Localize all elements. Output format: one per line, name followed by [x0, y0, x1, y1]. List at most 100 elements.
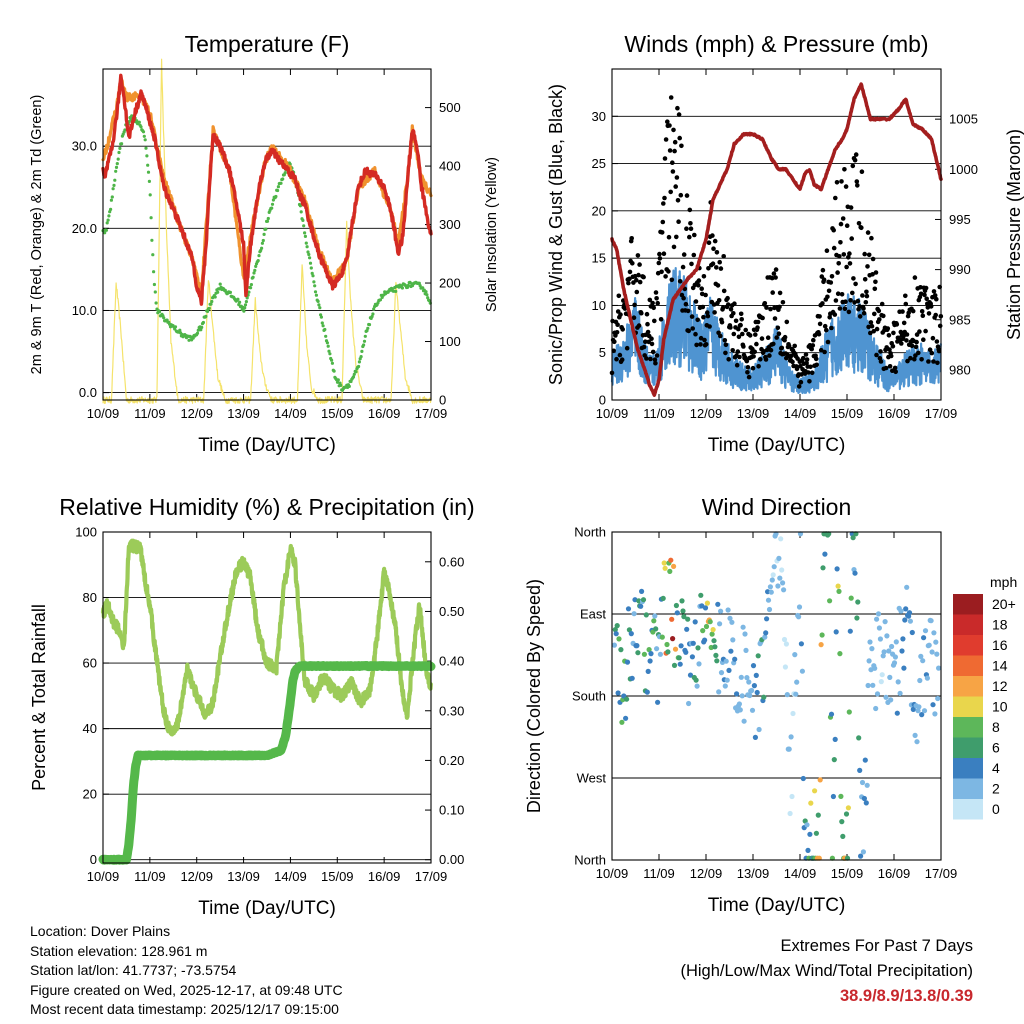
gust-point	[933, 312, 938, 318]
direction-point	[834, 566, 840, 572]
gust-point	[908, 355, 913, 361]
gust-point	[649, 341, 655, 347]
gust-point	[879, 301, 885, 307]
gust-point	[743, 327, 748, 333]
direction-point	[857, 767, 863, 774]
direction-point	[681, 614, 687, 620]
gust-point	[637, 279, 643, 285]
gust-point	[777, 304, 782, 310]
gust-point	[804, 357, 810, 362]
solar-insolation-line	[102, 58, 432, 405]
gust-point	[892, 365, 898, 371]
direction-point	[860, 849, 867, 855]
gust-point	[703, 342, 709, 347]
direction-point	[654, 646, 660, 652]
gust-point	[768, 306, 773, 312]
direction-point	[762, 634, 768, 640]
gust-point	[663, 137, 669, 142]
gust-point	[833, 298, 839, 303]
dewpoint-point	[213, 295, 217, 299]
y-tick-label: 5	[599, 345, 606, 360]
gust-point	[876, 308, 882, 314]
y-tick-label: East	[580, 607, 606, 622]
gust-point	[681, 252, 687, 257]
gust-point	[913, 344, 919, 350]
direction-point	[901, 665, 907, 671]
dewpoint-point	[308, 256, 312, 260]
gust-point	[718, 266, 724, 271]
direction-point	[746, 679, 752, 685]
dewpoint-point	[359, 355, 363, 359]
direction-point	[680, 608, 686, 614]
gust-point	[868, 320, 874, 325]
dewpoint-point	[319, 315, 323, 319]
direction-point	[716, 689, 722, 695]
gust-point	[923, 328, 928, 334]
direction-point	[839, 819, 845, 825]
dewpoint-point	[302, 224, 306, 228]
gust-point	[683, 301, 689, 307]
direction-point	[693, 677, 699, 683]
precipitation-line	[98, 661, 436, 865]
gust-point	[667, 148, 673, 153]
relative-humidity-line	[100, 538, 433, 737]
direction-point	[813, 830, 820, 836]
dewpoint-point	[142, 134, 146, 138]
gust-point	[663, 274, 668, 279]
dewpoint-point	[144, 146, 148, 150]
gust-point	[878, 349, 883, 354]
gust-point	[869, 323, 875, 329]
direction-point	[612, 627, 618, 633]
gust-point	[741, 344, 746, 349]
dewpoint-point	[195, 331, 200, 335]
direction-point	[752, 734, 759, 741]
y-tick-label: 80	[83, 590, 97, 605]
dewpoint-point	[103, 231, 107, 235]
direction-point	[710, 627, 716, 633]
x-axis-label: Time (Day/UTC)	[198, 435, 336, 456]
dewpoint-point	[116, 157, 120, 161]
gust-point	[870, 272, 875, 277]
dewpoint-point	[110, 195, 114, 199]
direction-point	[734, 691, 740, 697]
gust-point	[652, 318, 657, 324]
gust-point	[929, 350, 935, 356]
gust-point	[699, 286, 704, 292]
direction-point	[768, 589, 774, 595]
direction-point	[914, 739, 920, 745]
direction-point	[796, 614, 802, 620]
direction-point	[817, 777, 823, 783]
direction-point	[767, 584, 774, 590]
x-tick-label: 13/09	[737, 866, 770, 881]
gust-point	[696, 283, 701, 288]
gust-point	[821, 277, 827, 283]
gust-point	[893, 369, 898, 375]
y2-tick-label: 0.00	[439, 852, 464, 867]
direction-point	[790, 710, 796, 717]
gust-point	[731, 311, 736, 316]
direction-point	[761, 694, 767, 700]
dewpoint-point	[152, 282, 156, 287]
dewpoint-point	[370, 314, 374, 319]
gust-point	[755, 319, 761, 325]
gust-point	[649, 336, 654, 342]
gust-point	[865, 230, 871, 235]
direction-point	[766, 606, 773, 613]
dewpoint-point	[426, 296, 430, 300]
gust-point	[820, 301, 825, 306]
direction-point	[647, 658, 653, 664]
gust-point	[873, 279, 878, 285]
gust-point	[759, 336, 765, 341]
gust-point	[717, 259, 722, 265]
dewpoint-point	[276, 188, 280, 193]
gust-point	[689, 314, 695, 319]
gust-point	[804, 360, 809, 366]
gust-point	[632, 302, 637, 308]
gust-point	[762, 301, 768, 306]
direction-point	[794, 679, 800, 685]
gust-point	[864, 289, 869, 295]
direction-point	[827, 598, 833, 604]
direction-point	[859, 779, 866, 786]
gust-point	[769, 275, 775, 281]
gust-point	[877, 317, 882, 322]
